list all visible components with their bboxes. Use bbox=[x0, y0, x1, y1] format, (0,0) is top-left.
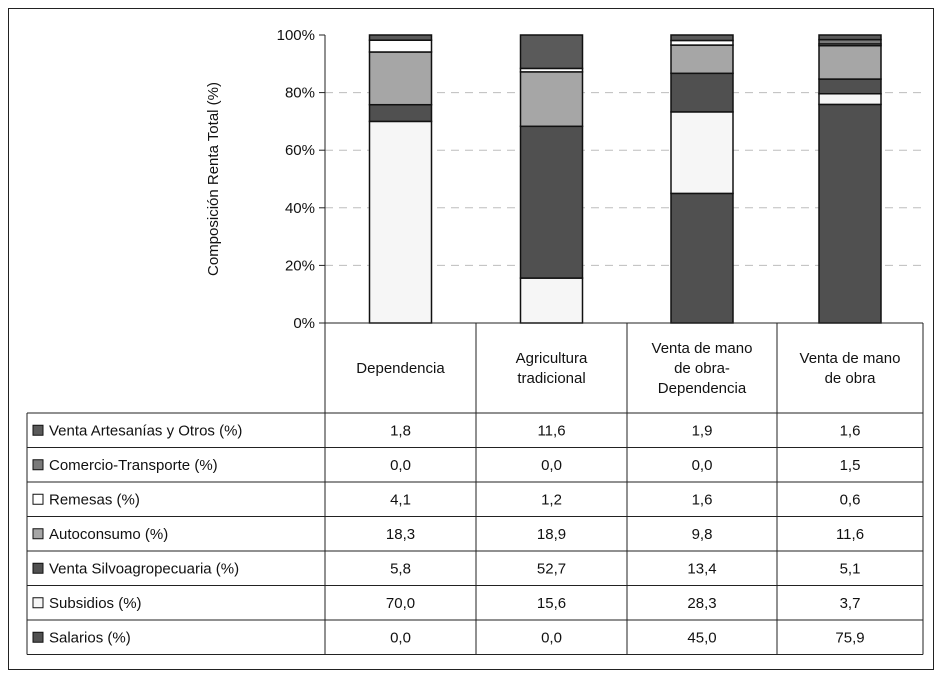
category-label: Venta de mano bbox=[652, 340, 753, 357]
category-label: Dependencia bbox=[658, 380, 747, 397]
data-label: 70,0 bbox=[386, 595, 415, 612]
data-label: 75,9 bbox=[835, 629, 864, 646]
y-tick-label: 100% bbox=[277, 27, 315, 44]
bar-segment bbox=[368, 103, 433, 123]
data-label: 0,0 bbox=[541, 629, 562, 646]
category-label: de obra bbox=[825, 370, 877, 387]
data-label: 0,0 bbox=[541, 457, 562, 474]
bar-segment bbox=[519, 277, 584, 324]
legend-swatch bbox=[32, 562, 44, 574]
bar-segment bbox=[818, 93, 882, 106]
data-label: 0,0 bbox=[390, 457, 411, 474]
data-label: 13,4 bbox=[687, 560, 716, 577]
bar-segment bbox=[368, 39, 433, 53]
category-label: de obra- bbox=[674, 360, 730, 377]
legend-label: Salarios (%) bbox=[49, 629, 131, 646]
legend-label: Autoconsumo (%) bbox=[49, 526, 168, 543]
data-label: 18,9 bbox=[537, 526, 566, 543]
legend-swatch bbox=[32, 528, 44, 540]
chart-frame: 0% 20% 40% 60% 80% 100% Composición Renta Tota… bbox=[8, 8, 934, 670]
bar-segment bbox=[670, 192, 734, 324]
legend-swatch bbox=[32, 493, 44, 505]
category-label: Venta de mano bbox=[800, 350, 901, 367]
data-label: 18,3 bbox=[386, 526, 415, 543]
y-tick-label: 40% bbox=[285, 200, 315, 217]
data-label: 1,6 bbox=[840, 422, 861, 439]
bar-segment bbox=[818, 34, 882, 41]
legend-label: Remesas (%) bbox=[49, 491, 140, 508]
data-label: 4,1 bbox=[390, 491, 411, 508]
legend-swatch bbox=[32, 631, 44, 643]
stacked-bar-chart: 0% 20% 40% 60% 80% 100% Composición Renta Tota… bbox=[26, 27, 924, 655]
data-label: 1,5 bbox=[840, 457, 861, 474]
bar-segment bbox=[368, 34, 433, 41]
bar-segment bbox=[670, 44, 734, 75]
data-label: 1,9 bbox=[692, 422, 713, 439]
bar-segment bbox=[519, 125, 584, 279]
legend-label: Subsidios (%) bbox=[49, 595, 142, 612]
data-label: 52,7 bbox=[537, 560, 566, 577]
category-label: Dependencia bbox=[356, 360, 445, 377]
legend-swatch bbox=[32, 597, 44, 609]
legend-swatch bbox=[32, 459, 44, 471]
y-axis-title: Composición Renta Total (%) bbox=[205, 82, 222, 276]
bar-segment bbox=[670, 72, 734, 113]
data-label: 1,8 bbox=[390, 422, 411, 439]
category-label: Agricultura bbox=[516, 350, 588, 367]
y-tick-label: 80% bbox=[285, 85, 315, 102]
data-label: 0,6 bbox=[840, 491, 861, 508]
bar-segment bbox=[519, 34, 584, 70]
legend-label: Venta Silvoagropecuaria (%) bbox=[49, 560, 239, 577]
bar-segment bbox=[670, 111, 734, 195]
data-label: 5,8 bbox=[390, 560, 411, 577]
data-label: 0,0 bbox=[692, 457, 713, 474]
bar-segment bbox=[818, 44, 882, 80]
y-tick-label: 60% bbox=[285, 142, 315, 159]
bar-segment bbox=[670, 34, 734, 42]
data-label: 11,6 bbox=[537, 422, 565, 439]
data-label: 1,2 bbox=[541, 491, 562, 508]
legend-label: Comercio-Transporte (%) bbox=[49, 457, 218, 474]
legend-label: Venta Artesanías y Otros (%) bbox=[49, 422, 242, 439]
bar-segment bbox=[519, 71, 584, 128]
y-tick-label: 20% bbox=[285, 257, 315, 274]
data-label: 15,6 bbox=[537, 595, 566, 612]
bar-segment bbox=[818, 103, 882, 324]
data-label: 11,6 bbox=[836, 526, 864, 543]
data-label: 3,7 bbox=[840, 595, 861, 612]
bar-segment bbox=[818, 78, 882, 95]
data-label: 45,0 bbox=[687, 629, 716, 646]
data-label: 28,3 bbox=[687, 595, 716, 612]
data-label: 9,8 bbox=[692, 526, 713, 543]
data-label: 1,6 bbox=[692, 491, 713, 508]
bar-segment bbox=[368, 120, 433, 324]
data-label: 0,0 bbox=[390, 629, 411, 646]
data-label: 5,1 bbox=[840, 560, 861, 577]
category-label: tradicional bbox=[517, 370, 585, 387]
y-tick-label: 0% bbox=[293, 315, 315, 332]
legend-swatch bbox=[32, 424, 44, 436]
bar-segment bbox=[368, 51, 433, 106]
